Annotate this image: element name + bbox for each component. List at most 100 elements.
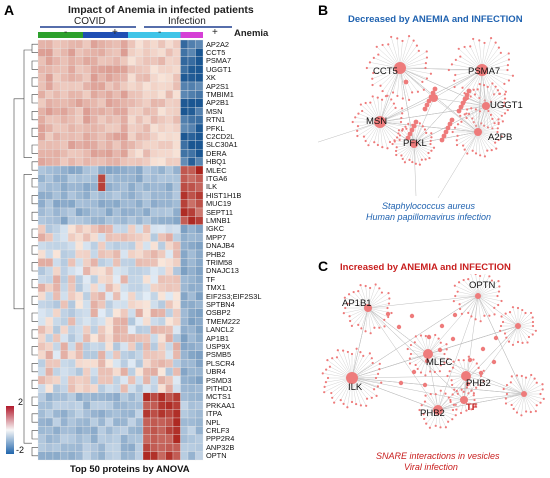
heatmap-cell xyxy=(68,418,76,426)
heatmap-cell xyxy=(38,149,46,157)
heatmap-cell xyxy=(166,384,174,392)
heatmap-cell xyxy=(106,258,114,266)
heatmap-cell xyxy=(181,65,189,73)
heatmap-cell xyxy=(136,74,144,82)
heatmap-cell xyxy=(188,452,196,460)
heatmap-cell xyxy=(128,141,136,149)
heatmap-cell xyxy=(166,376,174,384)
heatmap-cell xyxy=(181,132,189,140)
heatmap-cell xyxy=(113,435,121,443)
heatmap-cell xyxy=(76,393,84,401)
heatmap-cell xyxy=(76,418,84,426)
heatmap-cell xyxy=(76,166,84,174)
heatmap-cell xyxy=(61,99,69,107)
heatmap-cell xyxy=(91,116,99,124)
heatmap-cell xyxy=(106,90,114,98)
heatmap-cell xyxy=(76,99,84,107)
heatmap-cell xyxy=(83,116,91,124)
heatmap-cell xyxy=(98,107,106,115)
heatmap-cell xyxy=(128,401,136,409)
heatmap-cell xyxy=(188,40,196,48)
heatmap-cell xyxy=(91,99,99,107)
heatmap-cell xyxy=(151,359,159,367)
heatmap-cell xyxy=(68,250,76,258)
heatmap-cell xyxy=(83,292,91,300)
gene-label: DERA xyxy=(206,150,227,157)
heatmap-cell xyxy=(106,426,114,434)
heatmap-cell xyxy=(98,418,106,426)
heatmap-cell xyxy=(83,200,91,208)
heatmap-cell xyxy=(181,107,189,115)
heatmap-cell xyxy=(181,149,189,157)
heatmap-cell xyxy=(151,174,159,182)
node-cct5-label: CCT5 xyxy=(373,66,398,77)
heatmap-cell xyxy=(46,368,54,376)
gene-label: CRLF3 xyxy=(206,427,229,434)
heatmap-cell xyxy=(76,326,84,334)
heatmap-cell xyxy=(166,317,174,325)
heatmap-cell xyxy=(181,410,189,418)
heatmap-cell xyxy=(158,334,166,342)
heatmap-cell xyxy=(136,174,144,182)
heatmap-cell xyxy=(173,74,181,82)
heatmap-cell xyxy=(121,426,129,434)
heatmap-cell xyxy=(68,267,76,275)
heatmap-cell xyxy=(76,250,84,258)
heatmap-cell xyxy=(91,359,99,367)
heatmap-cell xyxy=(46,418,54,426)
heatmap-cell xyxy=(121,342,129,350)
heatmap-cell xyxy=(181,174,189,182)
annotation-cell xyxy=(76,32,84,38)
gene-label: IGKC xyxy=(206,225,224,232)
network-node xyxy=(521,391,527,397)
heatmap-cell xyxy=(136,225,144,233)
heatmap-cell xyxy=(121,317,129,325)
heatmap-cell xyxy=(38,401,46,409)
heatmap-cell xyxy=(53,300,61,308)
network-edge xyxy=(352,378,464,400)
heatmap-cell xyxy=(91,368,99,376)
heatmap-cell xyxy=(46,258,54,266)
heatmap-cell xyxy=(113,200,121,208)
heatmap-cell xyxy=(68,292,76,300)
heatmap-cell xyxy=(98,351,106,359)
heatmap-cell xyxy=(61,342,69,350)
heatmap-cell xyxy=(106,141,114,149)
gene-label: MLEC xyxy=(206,167,227,174)
heatmap-cell xyxy=(68,208,76,216)
heatmap-cell xyxy=(158,65,166,73)
heatmap-cell xyxy=(166,99,174,107)
heatmap-cell xyxy=(136,216,144,224)
heatmap-cell xyxy=(121,74,129,82)
heatmap-cell xyxy=(128,48,136,56)
heatmap-cell xyxy=(91,141,99,149)
heatmap-cell xyxy=(136,124,144,132)
heatmap-cell xyxy=(181,141,189,149)
heatmap-cell xyxy=(38,300,46,308)
heatmap-cell xyxy=(188,74,196,82)
heatmap-cell xyxy=(136,158,144,166)
network-hub xyxy=(322,348,383,409)
heatmap-cell xyxy=(83,401,91,409)
heatmap-cell xyxy=(53,250,61,258)
heatmap-cell xyxy=(113,292,121,300)
heatmap-cell xyxy=(181,384,189,392)
heatmap-cell xyxy=(158,317,166,325)
heatmap-cell xyxy=(76,65,84,73)
heatmap-cell xyxy=(83,418,91,426)
heatmap-cell xyxy=(46,300,54,308)
heatmap-cell xyxy=(76,208,84,216)
heatmap-cell xyxy=(166,208,174,216)
node-ap1b1-label: AP1B1 xyxy=(342,298,372,309)
heatmap-cell xyxy=(173,132,181,140)
network-node xyxy=(474,128,482,136)
heatmap-cell xyxy=(151,40,159,48)
heatmap-cell xyxy=(91,334,99,342)
heatmap-cell xyxy=(53,292,61,300)
heatmap-cell xyxy=(76,284,84,292)
heatmap-cell xyxy=(98,334,106,342)
heatmap-cell xyxy=(61,393,69,401)
heatmap-cell xyxy=(113,384,121,392)
heatmap-cell xyxy=(128,99,136,107)
heatmap-cell xyxy=(76,57,84,65)
